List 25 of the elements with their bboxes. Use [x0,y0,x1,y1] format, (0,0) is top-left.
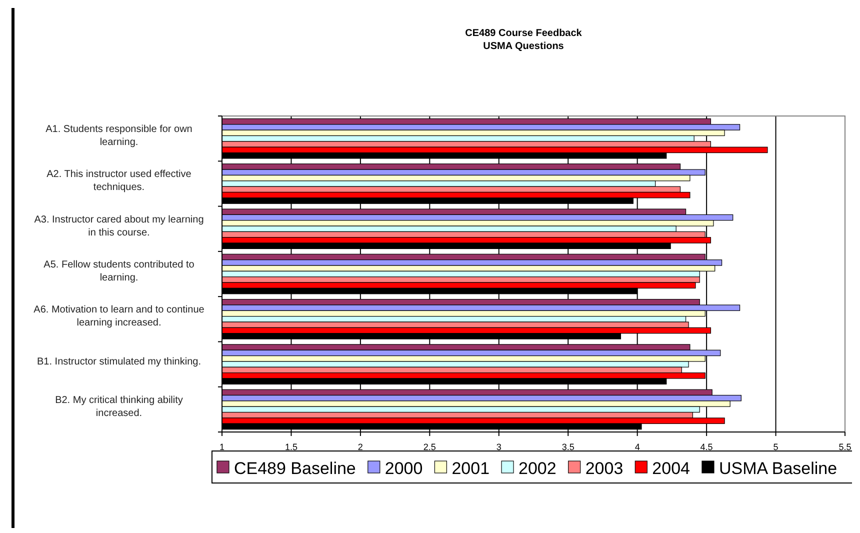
legend-label: CE489 Baseline [234,459,356,478]
x-tick-label: 3.5 [562,442,574,452]
x-tick-label: 3 [496,442,502,452]
y-tick-label: B2. My critical thinking ability increased. [55,394,183,419]
legend-label: 2003 [585,459,624,478]
y-tick-label: A3. Instructor cared about my learning in this course. [34,214,204,238]
y-tick-label: A2. This instructor used effective techniques. [46,169,192,194]
y-tick-label: A5. Fellow students contributed to learning. [44,260,195,284]
x-tick-label: 4.5 [700,442,713,452]
y-tick-label: A1. Students responsible for own learning. [46,124,192,148]
y-tick-label: B1. Instructor stimulated my thinking. [37,356,201,368]
legend-label: USMA Baseline [718,459,838,478]
legend-label: 2001 [452,459,490,478]
x-tick-label: 1 [219,442,225,452]
y-tick-label: A6. Motivation to learn and to continue learning increased. [34,304,205,329]
x-tick-label: 2.5 [423,442,436,452]
chart-title: CE489 Course Feedback USMA Questions [465,28,582,52]
x-tick-label: 2 [358,442,363,452]
x-tick-label: 5 [773,442,778,452]
x-tick-label: 1.5 [284,442,298,452]
legend-label: 2004 [652,459,690,478]
x-tick-label: 5.5 [838,442,852,452]
legend-label: 2002 [518,459,556,478]
x-tick-label: 4 [634,442,640,452]
legend-label: 2000 [384,459,423,478]
